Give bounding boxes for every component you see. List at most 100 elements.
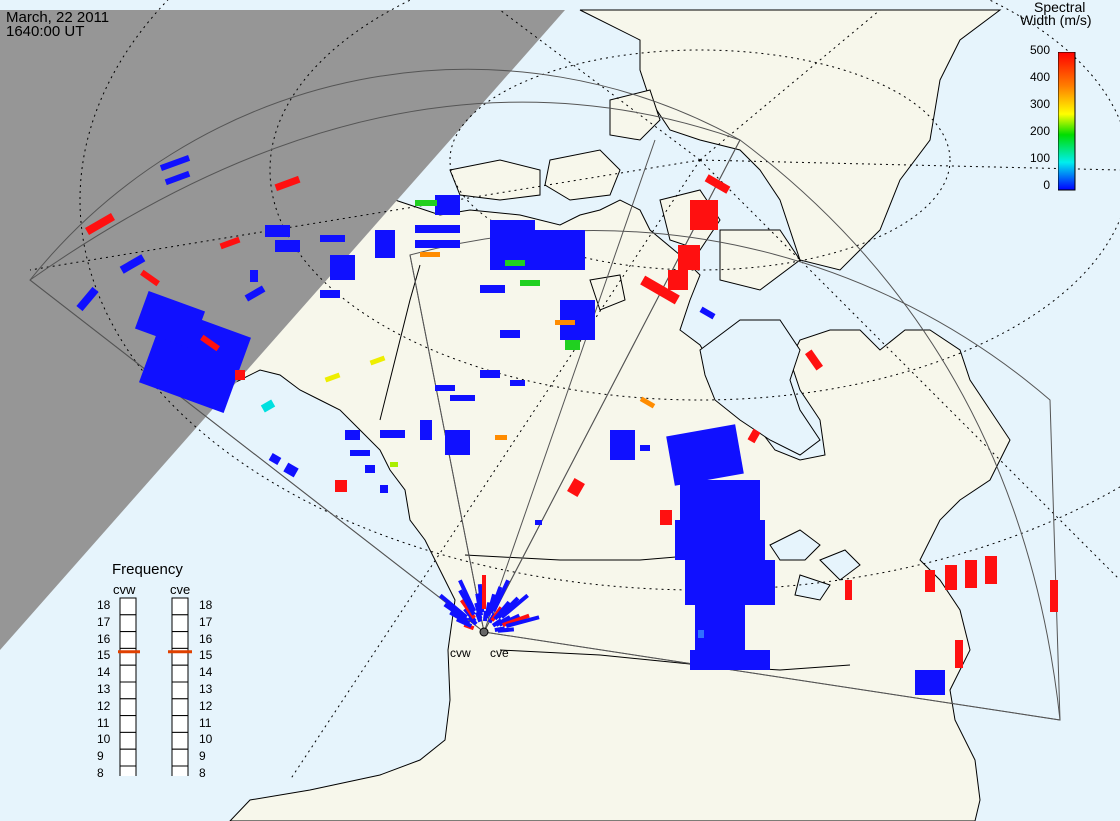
freq-scale-left: 9 bbox=[97, 749, 104, 764]
scatter-cell bbox=[493, 600, 511, 621]
freq-scale-left: 18 bbox=[97, 598, 111, 612]
scatter-cell bbox=[1050, 580, 1058, 612]
great-lakes bbox=[769, 529, 861, 601]
scatter-cell bbox=[274, 175, 301, 192]
scatter-cell bbox=[610, 440, 630, 450]
scatter-cell bbox=[680, 480, 760, 525]
scatter-cell bbox=[480, 370, 500, 378]
scatter-cell bbox=[390, 462, 398, 467]
colorbar-tick-500: 500 bbox=[1029, 43, 1050, 57]
colorbar-tick-200: 200 bbox=[1029, 124, 1050, 138]
freq-scale-left: 16 bbox=[97, 631, 111, 646]
freq-cell bbox=[171, 597, 189, 616]
scatter-cell bbox=[500, 593, 529, 619]
freq-cell bbox=[171, 731, 189, 750]
scatter-cell bbox=[164, 170, 191, 186]
scatter-cell bbox=[450, 395, 475, 401]
freq-cell bbox=[171, 614, 189, 633]
scatter-cell bbox=[491, 579, 510, 613]
scatter-cell bbox=[219, 236, 241, 250]
scatter-cell bbox=[435, 195, 460, 215]
colorbar bbox=[1058, 52, 1076, 191]
radar-label-cve: cve bbox=[490, 646, 509, 660]
scatter-cell bbox=[260, 399, 276, 413]
scatter-cell bbox=[482, 575, 486, 609]
scatter-cell bbox=[443, 602, 469, 623]
scatter-cell bbox=[365, 465, 375, 473]
scatter-cell bbox=[925, 570, 935, 592]
freq-scale-left: 17 bbox=[97, 614, 111, 629]
scatter-cell bbox=[320, 235, 345, 242]
freq-scale-left: 12 bbox=[97, 698, 111, 713]
scatter-cell bbox=[268, 453, 282, 465]
freq-scale-right: 14 bbox=[199, 665, 213, 680]
freq-cell bbox=[119, 631, 137, 649]
radar-site-marker bbox=[479, 627, 489, 637]
freq-scale-right: 15 bbox=[199, 648, 213, 663]
scatter-cell bbox=[345, 430, 360, 440]
colorbar-tick-300: 300 bbox=[1029, 97, 1050, 111]
scatter-cell bbox=[488, 586, 503, 614]
scatter-cell bbox=[76, 286, 99, 312]
freq-scale-left: 11 bbox=[97, 715, 110, 730]
night-shadow bbox=[0, 10, 565, 650]
radar-fov bbox=[29, 68, 1061, 721]
scatter-cell bbox=[320, 290, 340, 298]
scatter-cell bbox=[250, 270, 258, 282]
scatter-cell bbox=[955, 640, 963, 668]
scatter-cell bbox=[640, 445, 650, 451]
freq-scale-right: 12 bbox=[199, 698, 213, 713]
freq-scale-left: 15 bbox=[97, 648, 111, 663]
scatter-cell bbox=[567, 478, 585, 497]
scatter-cell bbox=[678, 245, 700, 270]
lat-lon-grid bbox=[29, 0, 1120, 781]
freq-scale-right: 16 bbox=[199, 631, 213, 646]
scatter-cell bbox=[565, 340, 580, 350]
frequency-title: Frequency bbox=[112, 561, 183, 578]
freq-scale-right: 13 bbox=[199, 682, 213, 696]
scatter-cell bbox=[235, 370, 245, 380]
colorbar-tick-400: 400 bbox=[1029, 70, 1050, 84]
scatter-cell bbox=[690, 650, 770, 670]
scatter-cell bbox=[420, 420, 432, 440]
scatter-cell bbox=[666, 424, 744, 486]
scatter-cell bbox=[244, 285, 266, 302]
colorbar-units: Width (m/s) bbox=[1020, 12, 1092, 28]
freq-cell bbox=[119, 698, 137, 717]
scatter-cell bbox=[505, 260, 525, 266]
scatter-cell bbox=[699, 306, 716, 320]
scatter-cell bbox=[85, 213, 115, 235]
scatter-cell bbox=[380, 485, 388, 493]
freq-cell bbox=[171, 681, 189, 700]
freq-cell bbox=[171, 631, 189, 649]
freq-cell bbox=[119, 681, 137, 700]
freq-cell bbox=[119, 614, 137, 633]
date-label: March, 22 2011 bbox=[6, 9, 110, 26]
radar-label-cvw: cvw bbox=[450, 646, 471, 660]
freq-cell bbox=[171, 748, 189, 767]
spectral-width-scatter bbox=[76, 155, 1058, 695]
freq-cell bbox=[119, 748, 137, 767]
scatter-cell bbox=[350, 450, 370, 456]
scatter-cell bbox=[369, 355, 386, 366]
scatter-cell bbox=[283, 462, 299, 478]
scatter-cell bbox=[480, 285, 505, 293]
scatter-cell bbox=[265, 225, 290, 237]
scatter-cell bbox=[439, 593, 468, 619]
scatter-cell bbox=[449, 610, 471, 626]
freq-cell bbox=[119, 765, 137, 776]
hudson-bay bbox=[699, 319, 821, 456]
land-north-america bbox=[69, 194, 1011, 821]
scatter-cell bbox=[140, 269, 160, 287]
freq-scale-right: 9 bbox=[199, 749, 206, 764]
freq-scale-left: 10 bbox=[97, 732, 111, 747]
scatter-cell bbox=[915, 670, 945, 695]
scatter-cell bbox=[555, 320, 575, 325]
freq-cell bbox=[171, 765, 189, 776]
freq-cell bbox=[119, 597, 137, 616]
scatter-cell bbox=[668, 270, 688, 290]
scatter-cell bbox=[330, 255, 355, 280]
scatter-cell bbox=[380, 430, 405, 438]
freq-scale-right: 10 bbox=[199, 732, 213, 747]
